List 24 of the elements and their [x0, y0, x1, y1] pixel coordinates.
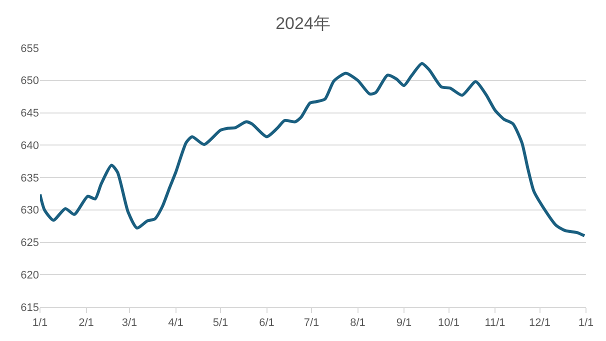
x-tick-label: 8/1 [350, 317, 366, 330]
y-tick-label: 640 [20, 140, 39, 152]
x-tick-label: 9/1 [396, 317, 412, 330]
x-tick-label: 12/1 [529, 317, 550, 330]
line-series [40, 62, 586, 238]
y-tick-label: 655 [20, 42, 39, 55]
x-tick-label: 3/1 [122, 317, 138, 330]
y-tick-label: 635 [20, 172, 39, 184]
y-tick-label: 620 [20, 269, 39, 282]
y-tick-label: 625 [20, 237, 39, 250]
x-tick-label: 4/1 [168, 317, 184, 330]
y-tick-label: 630 [20, 204, 39, 217]
x-tick-label: 1/1 [578, 317, 594, 330]
chart-title: 2024年 [276, 14, 330, 33]
y-tick-label: 650 [20, 75, 39, 88]
y-tick-label: 645 [20, 108, 39, 120]
x-tick-label: 1/1 [32, 317, 48, 330]
y-tick-label: 615 [20, 302, 39, 314]
x-tick-label: 6/1 [259, 317, 274, 330]
x-tick-label: 10/1 [438, 317, 460, 330]
x-tick-label: 11/1 [484, 317, 506, 330]
x-tick-label: 7/1 [304, 317, 320, 330]
x-tick-label: 2/1 [78, 317, 94, 330]
x-tick-label: 5/1 [212, 317, 228, 330]
